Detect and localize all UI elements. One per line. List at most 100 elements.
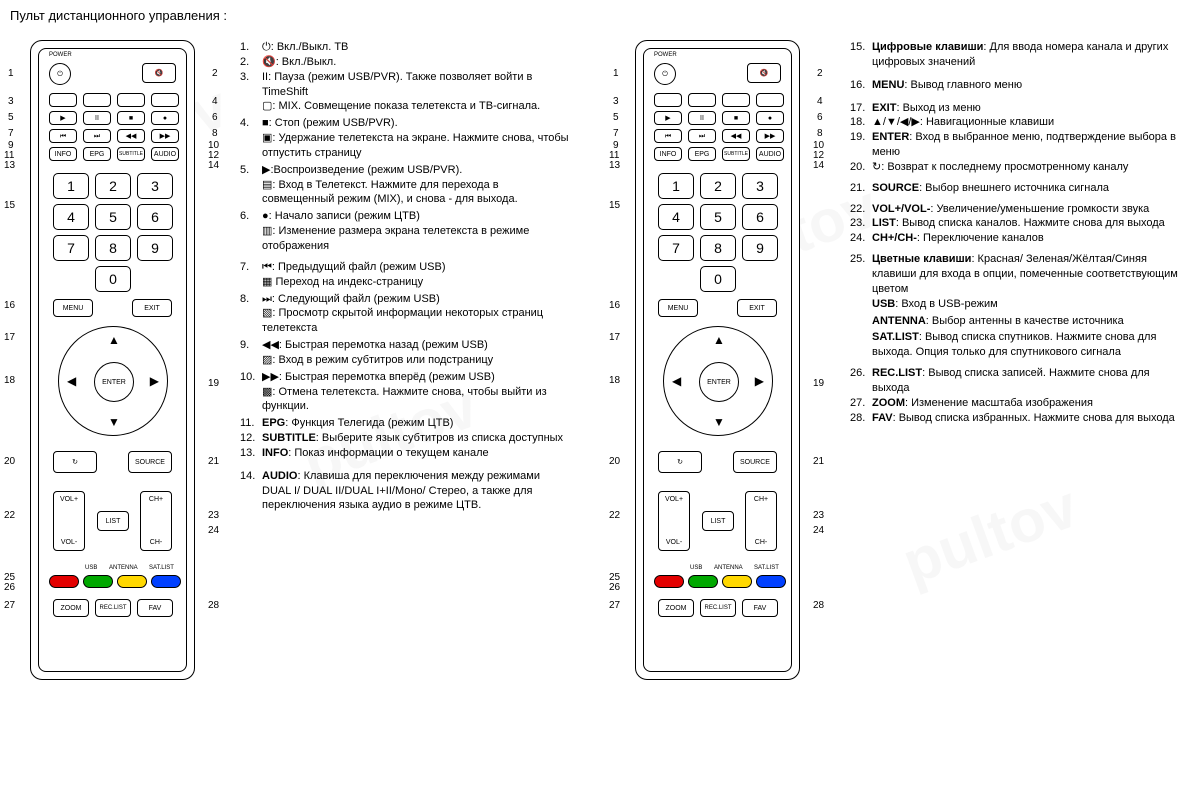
key-0-2: 0 <box>700 266 736 292</box>
callout-19: 19 <box>208 378 219 389</box>
media-4: ● <box>151 111 179 125</box>
nav-ring-2: ENTER ▲ ▼ ◀ ▶ <box>663 326 773 436</box>
callout-6: 6 <box>212 112 218 123</box>
small-row-4 <box>151 93 179 107</box>
callout-17: 17 <box>4 332 15 343</box>
epg-button-2: EPG <box>688 147 716 161</box>
menu-button: MENU <box>53 299 93 317</box>
key-7: 7 <box>53 235 89 261</box>
callout-5: 5 <box>8 112 14 123</box>
info-button: INFO <box>49 147 77 161</box>
satlist-label-2: SAT.LIST <box>754 565 779 571</box>
callout-7: 7 <box>8 128 14 139</box>
c2-16: 16 <box>609 300 620 311</box>
fav-button: FAV <box>137 599 173 617</box>
c2-2: 2 <box>817 68 823 79</box>
media-7: ◀◀ <box>117 129 145 143</box>
key-1-2: 1 <box>658 173 694 199</box>
ch-rocker-2: CH+ CH- <box>745 491 777 551</box>
key-2: 2 <box>95 173 131 199</box>
vol-plus-2: VOL+ <box>661 496 687 503</box>
c2-6: 6 <box>817 112 823 123</box>
callout-18: 18 <box>4 375 15 386</box>
small-row-3 <box>117 93 145 107</box>
key-3-2: 3 <box>742 173 778 199</box>
callout-23: 23 <box>208 510 219 521</box>
key-4: 4 <box>53 204 89 230</box>
reclist-button-2: REC.LIST <box>700 599 736 617</box>
c2-18: 18 <box>609 375 620 386</box>
power-button: ⏻ <box>49 63 71 85</box>
r2-m8: ▶▶ <box>756 129 784 143</box>
key-6-2: 6 <box>742 204 778 230</box>
callout-8: 8 <box>212 128 218 139</box>
ch-minus: CH- <box>143 539 169 546</box>
r2-m6: ⏭ <box>688 129 716 143</box>
nav-ring: ENTER ▲ ▼ ◀ ▶ <box>58 326 168 436</box>
list-button: LIST <box>97 511 129 531</box>
callout-14: 14 <box>208 160 219 171</box>
c2-28: 28 <box>813 600 824 611</box>
mute-button: 🔇 <box>142 63 176 83</box>
exit-button-2: EXIT <box>737 299 777 317</box>
remote-diagram-2: POWER ⏻ 🔇 ▶ II ■ ● ⏮ ⏭ ◀◀ ▶▶ INFO EPG SU… <box>635 40 800 680</box>
callout-13: 13 <box>4 160 15 171</box>
vol-rocker: VOL+ VOL- <box>53 491 85 551</box>
callout-20: 20 <box>4 456 15 467</box>
key-8: 8 <box>95 235 131 261</box>
vol-rocker-2: VOL+ VOL- <box>658 491 690 551</box>
c2-15: 15 <box>609 200 620 211</box>
small-row-2 <box>83 93 111 107</box>
yellow-button <box>117 575 147 588</box>
ch-plus: CH+ <box>143 496 169 503</box>
c2-22: 22 <box>609 510 620 521</box>
callout-27: 27 <box>4 600 15 611</box>
c2-8: 8 <box>817 128 823 139</box>
c2-13: 13 <box>609 160 620 171</box>
r2-m7: ◀◀ <box>722 129 750 143</box>
small-row-1 <box>49 93 77 107</box>
antenna-label: ANTENNA <box>109 565 138 571</box>
enter-button-2: ENTER <box>699 362 739 402</box>
media-6: ⏭ <box>83 129 111 143</box>
r2-m1: ▶ <box>654 111 682 125</box>
power-button-2: ⏻ <box>654 63 676 85</box>
green-button <box>83 575 113 588</box>
media-5: ⏮ <box>49 129 77 143</box>
c2-5: 5 <box>613 112 619 123</box>
subtitle-button-2: SUBTITLE <box>722 147 750 161</box>
audio-button: AUDIO <box>151 147 179 161</box>
vol-minus: VOL- <box>56 539 82 546</box>
key-2-2: 2 <box>700 173 736 199</box>
usb-label: USB <box>85 565 97 571</box>
ch-plus-2: CH+ <box>748 496 774 503</box>
ch-rocker: CH+ CH- <box>140 491 172 551</box>
zoom-button-2: ZOOM <box>658 599 694 617</box>
r2-m2: II <box>688 111 716 125</box>
callout-15: 15 <box>4 200 15 211</box>
list-button-2: LIST <box>702 511 734 531</box>
c2-26: 26 <box>609 582 620 593</box>
r2-m5: ⏮ <box>654 129 682 143</box>
key-6: 6 <box>137 204 173 230</box>
media-3: ■ <box>117 111 145 125</box>
key-0: 0 <box>95 266 131 292</box>
description-column-1: 1.⏻: Вкл./Выкл. ТВ 2.🔇: Вкл./Выкл. 3.II:… <box>240 40 570 513</box>
c2-27: 27 <box>609 600 620 611</box>
callout-3: 3 <box>8 96 14 107</box>
down-arrow-icon: ▼ <box>108 415 120 429</box>
source-button: SOURCE <box>128 451 172 473</box>
usb-label-2: USB <box>690 565 702 571</box>
callout-24: 24 <box>208 525 219 536</box>
zoom-button: ZOOM <box>53 599 89 617</box>
c2-21: 21 <box>813 456 824 467</box>
return-button: ↻ <box>53 451 97 473</box>
r2-s2 <box>688 93 716 107</box>
c2-1: 1 <box>613 68 619 79</box>
menu-button-2: MENU <box>658 299 698 317</box>
right-arrow-icon-2: ▶ <box>755 374 764 388</box>
up-arrow-icon: ▲ <box>108 333 120 347</box>
r2-s3 <box>722 93 750 107</box>
epg-button: EPG <box>83 147 111 161</box>
key-8-2: 8 <box>700 235 736 261</box>
